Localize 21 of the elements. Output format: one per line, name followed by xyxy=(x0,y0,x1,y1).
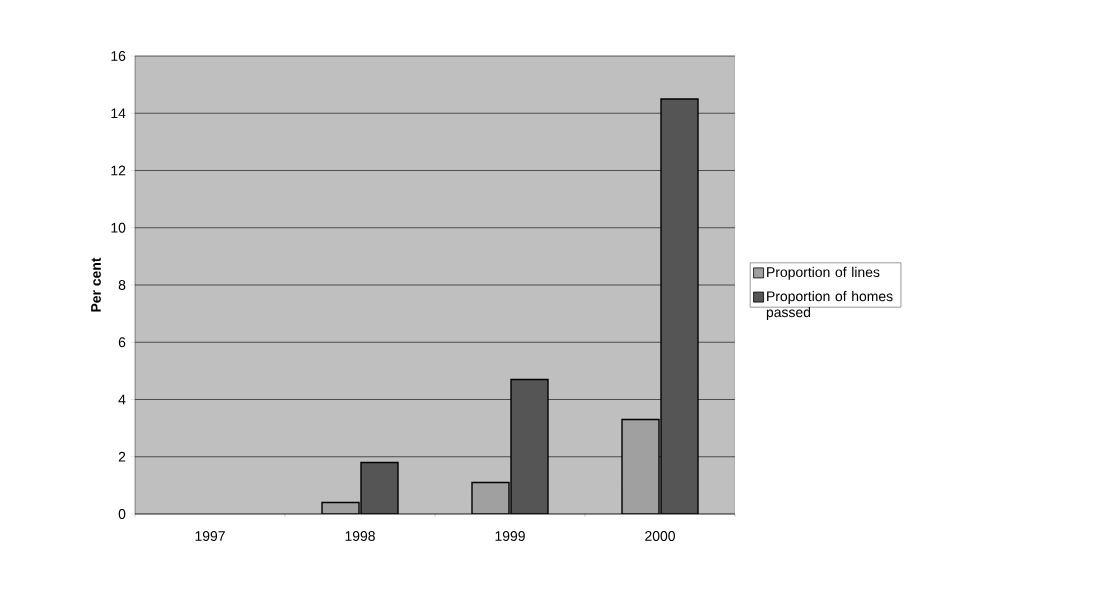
y-tick-label: 6 xyxy=(118,337,126,348)
x-tick-label: 2000 xyxy=(645,531,675,541)
x-tick-label: 1997 xyxy=(195,531,225,541)
y-tick-label: 0 xyxy=(118,509,126,519)
bar xyxy=(360,461,399,514)
bar xyxy=(471,481,510,514)
y-axis-title: Per cent xyxy=(91,257,101,312)
y-tick-label: 12 xyxy=(111,165,126,176)
bar xyxy=(510,378,549,514)
y-tick-label: 8 xyxy=(118,280,126,290)
bar xyxy=(660,98,699,514)
y-tick-label: 2 xyxy=(118,451,126,462)
legend-label: Proportion of homes passed xyxy=(766,290,893,320)
y-tick-label: 10 xyxy=(111,222,126,233)
bar xyxy=(621,418,660,514)
y-tick-label: 14 xyxy=(111,108,126,119)
x-tick-label: 1998 xyxy=(345,531,375,541)
y-tick-label: 4 xyxy=(118,394,126,405)
y-tick-label: 16 xyxy=(111,51,126,61)
legend-label: Proportion of lines xyxy=(767,266,880,280)
x-tick-label: 1999 xyxy=(495,531,525,541)
